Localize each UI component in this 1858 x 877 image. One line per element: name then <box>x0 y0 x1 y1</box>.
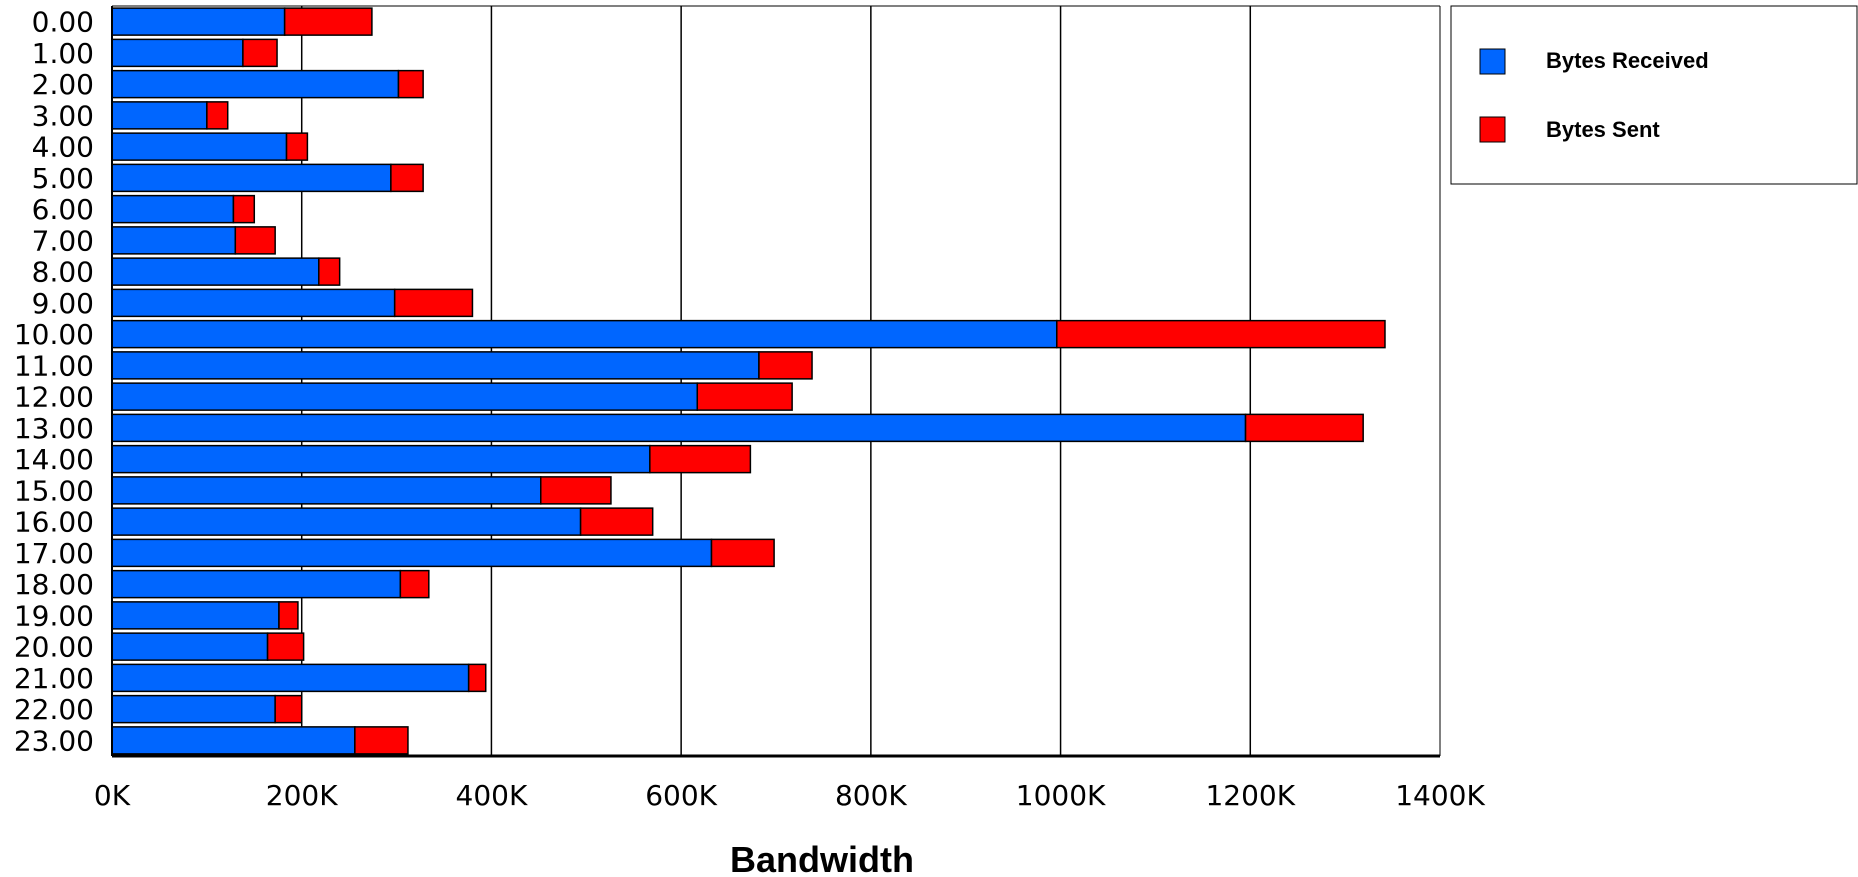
y-tick-label: 4.00 <box>32 131 94 164</box>
bar-bytes-sent <box>710 538 775 568</box>
y-tick-label: 10.00 <box>14 318 94 351</box>
y-tick-label: 6.00 <box>32 193 94 226</box>
y-tick-label: 2.00 <box>32 68 94 101</box>
y-tick-label: 1.00 <box>32 37 94 70</box>
bar-bytes-received <box>111 601 280 630</box>
bar-bytes-sent <box>393 288 474 318</box>
bar-bytes-sent <box>1244 413 1364 443</box>
bar-bytes-sent <box>390 163 424 193</box>
y-tick-label: 11.00 <box>14 349 94 382</box>
y-tick-labels: 0.001.002.003.004.005.006.007.008.009.00… <box>14 6 94 758</box>
bar-bytes-sent <box>242 38 278 68</box>
legend-swatch-bytes-sent <box>1479 116 1506 143</box>
bar-bytes-received <box>111 101 208 130</box>
bar-bytes-received <box>111 163 392 193</box>
x-tick-label: 1400K <box>1395 779 1485 812</box>
bar-bytes-received <box>111 694 276 724</box>
legend-label-bytes-sent: Bytes Sent <box>1546 117 1660 142</box>
bar-bytes-sent <box>467 663 487 693</box>
legend-box <box>1450 5 1858 185</box>
bar-bytes-received <box>111 663 470 693</box>
y-tick-label: 5.00 <box>32 162 94 195</box>
bar-bytes-sent <box>318 257 341 286</box>
bar-bytes-received <box>111 288 396 318</box>
x-tick-label: 600K <box>645 779 717 812</box>
bar-bytes-received <box>111 444 651 474</box>
x-tick-label: 800K <box>835 779 907 812</box>
x-tick-label: 1000K <box>1016 779 1106 812</box>
bar-bytes-received <box>111 38 244 68</box>
bar-bytes-received <box>111 226 237 255</box>
bar-bytes-sent <box>399 569 430 599</box>
y-tick-label: 22.00 <box>14 693 94 726</box>
x-tick-labels: 0K 200K 400K 600K 800K 1000K 1200K 1400K <box>94 779 1486 812</box>
bar-bytes-sent <box>234 226 276 255</box>
x-tick-label: 200K <box>266 779 338 812</box>
y-tick-label: 23.00 <box>14 724 94 757</box>
plot-background <box>112 6 1440 756</box>
bar-bytes-sent <box>696 382 793 411</box>
bars <box>111 7 1386 755</box>
y-tick-label: 3.00 <box>32 99 94 132</box>
x-tick-label: 0K <box>94 779 131 812</box>
x-axis-title: Bandwidth <box>730 839 914 877</box>
bar-bytes-received <box>111 257 320 286</box>
bar-bytes-sent <box>206 101 229 130</box>
bar-bytes-sent <box>649 444 752 474</box>
plot-area: 0.001.002.003.004.005.006.007.008.009.00… <box>14 5 1486 812</box>
bar-bytes-received <box>111 319 1058 349</box>
y-tick-label: 20.00 <box>14 631 94 664</box>
y-tick-label: 16.00 <box>14 506 94 539</box>
y-tick-label: 12.00 <box>14 381 94 414</box>
bar-bytes-received <box>111 632 269 661</box>
y-tick-label: 9.00 <box>32 287 94 320</box>
y-tick-label: 8.00 <box>32 256 94 289</box>
bar-bytes-sent <box>758 351 813 380</box>
bar-bytes-sent <box>579 507 654 536</box>
bar-bytes-received <box>111 413 1247 443</box>
bar-bytes-received <box>111 382 699 411</box>
bar-bytes-received <box>111 538 713 568</box>
y-tick-label: 21.00 <box>14 662 94 695</box>
bar-bytes-received <box>111 726 356 755</box>
y-tick-label: 17.00 <box>14 537 94 570</box>
bar-bytes-sent <box>278 601 299 630</box>
legend-swatch-bytes-received <box>1479 48 1506 75</box>
y-tick-label: 7.00 <box>32 224 94 257</box>
bar-bytes-received <box>111 351 760 380</box>
bar-bytes-sent <box>232 194 256 224</box>
y-tick-label: 19.00 <box>14 599 94 632</box>
bar-bytes-sent <box>285 132 309 161</box>
legend-label-bytes-received: Bytes Received <box>1546 48 1709 73</box>
bar-bytes-received <box>111 476 542 505</box>
bar-bytes-received <box>111 7 286 36</box>
bar-bytes-sent <box>397 69 424 99</box>
bar-bytes-received <box>111 69 400 99</box>
bar-bytes-received <box>111 132 288 161</box>
gridlines <box>300 6 1252 756</box>
bar-bytes-sent <box>354 726 409 755</box>
bar-bytes-received <box>111 194 235 224</box>
y-tick-label: 0.00 <box>32 6 94 39</box>
y-tick-label: 14.00 <box>14 443 94 476</box>
bar-bytes-sent <box>540 476 612 505</box>
y-tick-label: 18.00 <box>14 568 94 601</box>
bar-bytes-received <box>111 507 582 536</box>
bar-bytes-sent <box>1056 319 1386 349</box>
y-tick-label: 13.00 <box>14 412 94 445</box>
y-tick-label: 15.00 <box>14 474 94 507</box>
bar-bytes-received <box>111 569 402 599</box>
x-tick-label: 1200K <box>1205 779 1295 812</box>
x-tick-label: 400K <box>456 779 528 812</box>
bar-bytes-sent <box>283 7 373 36</box>
legend: Bytes Received Bytes Sent <box>1450 5 1858 185</box>
bar-bytes-sent <box>266 632 305 661</box>
bar-bytes-sent <box>274 694 303 724</box>
